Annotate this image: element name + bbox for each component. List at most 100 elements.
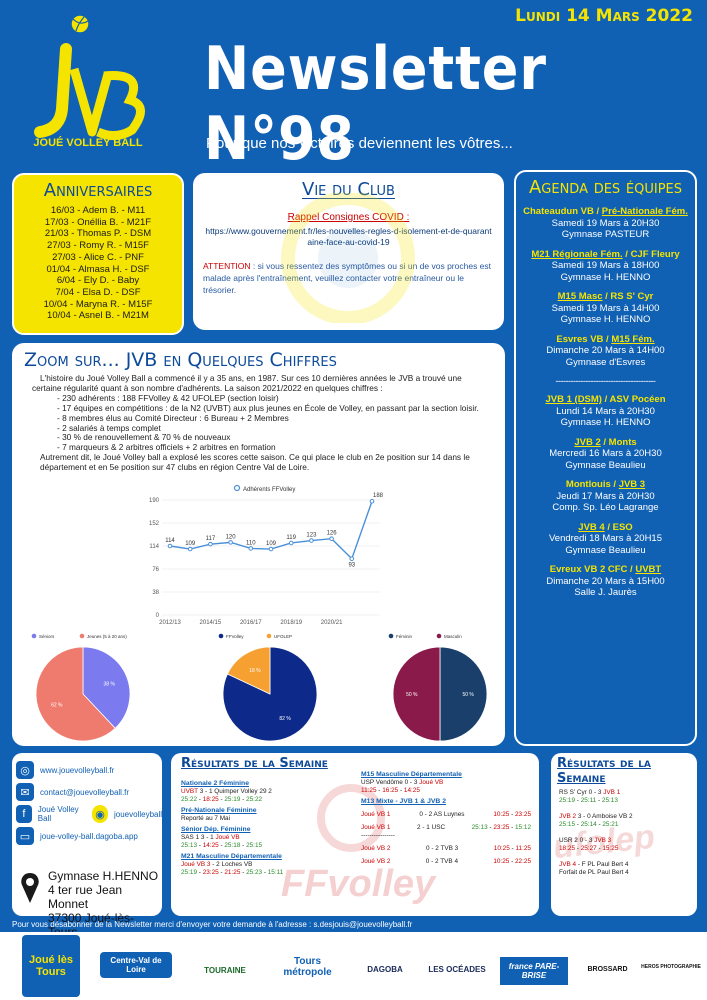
agenda-where: Gymnase H. HENNO bbox=[560, 271, 651, 283]
list-item: 16/03 - Adem B. - M11 bbox=[50, 205, 146, 216]
covid-link[interactable]: https://www.gouvernement.fr/les-nouvelle… bbox=[205, 226, 492, 247]
data-label: 117 bbox=[206, 536, 216, 542]
y-tick-label: 114 bbox=[149, 544, 159, 550]
data-point bbox=[208, 541, 213, 547]
address-block: Gymnase H.HENNO 4 ter rue Jean Monnet 37… bbox=[14, 865, 160, 939]
result-line: USP Vendôme 0 - 3 Joué VB bbox=[361, 779, 444, 786]
agenda-when: Vendredi 18 Mars à 20H15 bbox=[548, 533, 663, 544]
social-links[interactable]: f Joué Volley Ball ◉ jouevolleyball bbox=[16, 803, 162, 825]
agenda-when: Mercredi 16 Mars à 20H30 bbox=[549, 448, 662, 459]
list-item: 10/04 - Asnel B. - M21M bbox=[47, 310, 149, 322]
club-life-panel: Vie du Club Rappel Consignes COVID : htt… bbox=[193, 173, 504, 330]
agenda-where: Salle J. Jaurès bbox=[574, 587, 637, 598]
club-name: JOUÉ VOLLEY BALL bbox=[33, 137, 143, 149]
covid-reminder: Rappel Consignes COVID : bbox=[287, 212, 410, 223]
data-point bbox=[187, 546, 193, 552]
result-line: SAS 1 3 - 1 Joué VB bbox=[181, 834, 240, 841]
agenda-team-jvb: JVB 3 bbox=[618, 479, 646, 490]
agenda-team-opponent: / ESO bbox=[604, 521, 633, 533]
data-label: 119 bbox=[286, 535, 296, 541]
sponsor-logo: Tours métropole bbox=[283, 956, 332, 978]
agenda-list: Chateaudun VB / Pré-Nationale Fém. Samedi… bbox=[516, 206, 695, 599]
attention-note: ATTENTION : si vous ressentez des symptô… bbox=[203, 260, 494, 296]
result-line: Reporté au 7 Mai bbox=[181, 815, 231, 822]
email-text: contact@jouevolleyball.fr bbox=[40, 787, 130, 797]
agenda-team-opponent: / RS S' Cyr bbox=[602, 291, 654, 302]
club-logo: JOUÉ VOLLEY BALL bbox=[18, 14, 158, 154]
result-score: 10:25 - 11:25 bbox=[493, 845, 531, 852]
agenda-when: Samedi 19 Mars à 14H00 bbox=[551, 302, 660, 314]
agenda-team-jvb: M15 Masc bbox=[557, 291, 603, 302]
data-point bbox=[248, 546, 254, 551]
x-tick-label: 2018/19 bbox=[280, 620, 302, 626]
data-point bbox=[309, 538, 314, 543]
data-point bbox=[329, 536, 334, 542]
club-life-title: Vie du Club bbox=[302, 179, 395, 200]
agenda-team-jvb: JVB 1 (DSM) bbox=[545, 394, 602, 405]
federation-pie-chart: FFVolley UFOLEP 82 % 18 % bbox=[218, 633, 318, 742]
result-line: 25:15 - 25:14 - 25:21 bbox=[559, 821, 619, 828]
x-tick-label: 2016/17 bbox=[240, 620, 262, 626]
instagram-text: jouevolleyball bbox=[113, 809, 163, 819]
data-label: 93 bbox=[348, 563, 355, 569]
result-category: Pré-Nationale Féminine bbox=[181, 807, 257, 814]
result-score: 10:25 - 22:25 bbox=[493, 858, 531, 865]
agenda-team-opponent: / CJF Fleury bbox=[622, 248, 680, 260]
results-column: RS S' Cyr 0 - 3 JVB 1 25:19 - 25:11 - 25:… bbox=[559, 789, 694, 877]
agenda-when: Samedi 19 Mars à 18H00 bbox=[551, 260, 660, 271]
legend-label: Jeunes (5 à 20 ans) bbox=[87, 634, 127, 639]
legend-marker bbox=[388, 633, 394, 639]
facebook-text: Joué Volley Ball bbox=[37, 805, 79, 823]
app-link[interactable]: ▭ joue-volley-ball.dagoba.app bbox=[16, 825, 162, 847]
slogan: Pour que nos victoires deviennent les vô… bbox=[206, 135, 513, 152]
attention-text: : si vous ressentez des symptômes ou si … bbox=[203, 261, 492, 295]
agenda-when: Dimanche 20 Mars à 14H00 bbox=[546, 345, 665, 356]
agenda-team-away: Chateaudun VB / bbox=[523, 206, 602, 217]
legend-label: FFVolley bbox=[226, 634, 244, 639]
sponsors-bar: Joué lès Tours Centre-Val de Loire TOURA… bbox=[0, 932, 707, 1000]
data-point bbox=[268, 546, 274, 552]
agenda-where: Comp. Sp. Léo Lagrange bbox=[552, 502, 659, 513]
agenda-team: JVB 2 / Monts bbox=[516, 437, 695, 449]
result-line: 11:25 - 16:25 - 14:25 bbox=[361, 787, 420, 794]
slice-label: 18 % bbox=[249, 668, 261, 674]
slice-label: 38 % bbox=[104, 682, 116, 688]
instagram-icon: ◉ bbox=[92, 805, 108, 823]
result-line: Joué VB 1 0 - 2 AS Luynes 10:25 - 23:25 bbox=[361, 811, 531, 818]
agenda-when: Samedi 19 Mars à 20H30 bbox=[551, 217, 660, 229]
data-label: 123 bbox=[306, 533, 317, 539]
legend-label: Féminin bbox=[396, 634, 413, 639]
agenda-team: JVB 4 / ESO bbox=[516, 522, 695, 534]
zoom-outro: Autrement dit, le Joué Volley ball a exp… bbox=[40, 452, 470, 473]
agenda-team-away: Montlouis / bbox=[565, 479, 619, 490]
legend-marker bbox=[31, 633, 37, 639]
data-point bbox=[369, 498, 375, 504]
email-link[interactable]: ✉ contact@jouevolleyball.fr bbox=[16, 781, 162, 803]
result-line: 25:22 - 18:25 - 25:19 - 25:22 bbox=[181, 796, 263, 803]
slice-label: 82 % bbox=[279, 716, 291, 722]
gender-pie-chart: Féminin Masculin 50 % 50 % bbox=[388, 633, 488, 742]
data-label: 188 bbox=[373, 493, 384, 499]
slice-label: 50 % bbox=[462, 692, 474, 698]
result-line: RS S' Cyr 0 - 3 JVB 1 bbox=[559, 789, 621, 796]
data-label: 110 bbox=[246, 540, 256, 546]
address-line: Gymnase H.HENNO bbox=[48, 869, 159, 883]
agenda-where: Gymnase d'Esvres bbox=[565, 356, 646, 368]
website-text: www.jouevolleyball.fr bbox=[40, 765, 115, 775]
list-item: 01/04 - Almasa H. - DSF bbox=[46, 263, 150, 275]
agenda-team: Chateaudun VB / Pré-Nationale Fém. bbox=[516, 206, 695, 218]
data-point bbox=[228, 540, 233, 545]
agenda-item: M21 Régionale Fém. / CJF Fleury Samedi 19… bbox=[516, 249, 695, 284]
legend-label: Adhérents FFVolley bbox=[243, 487, 295, 493]
result-category: M13 Mixte - JVB 1 & JVB 2 bbox=[361, 798, 446, 805]
birthdays-list: 16/03 - Adem B. - M11 17/03 - Onéllia B.… bbox=[14, 205, 182, 322]
mail-icon: ✉ bbox=[16, 783, 34, 801]
pie-slice bbox=[392, 646, 441, 742]
legend-label: UFOLEP bbox=[274, 634, 292, 639]
agenda-item: Chateaudun VB / Pré-Nationale Fém. Samedi… bbox=[516, 206, 695, 241]
result-line: Joué VB 3 - 2 Loches VB bbox=[181, 861, 253, 868]
agenda-team: JVB 1 (DSM) / ASV Pocéen bbox=[516, 394, 695, 406]
website-link[interactable]: ◎ www.jouevolleyball.fr bbox=[16, 759, 162, 781]
result-line bbox=[559, 829, 694, 837]
app-text: joue-volley-ball.dagoba.app bbox=[40, 831, 138, 841]
